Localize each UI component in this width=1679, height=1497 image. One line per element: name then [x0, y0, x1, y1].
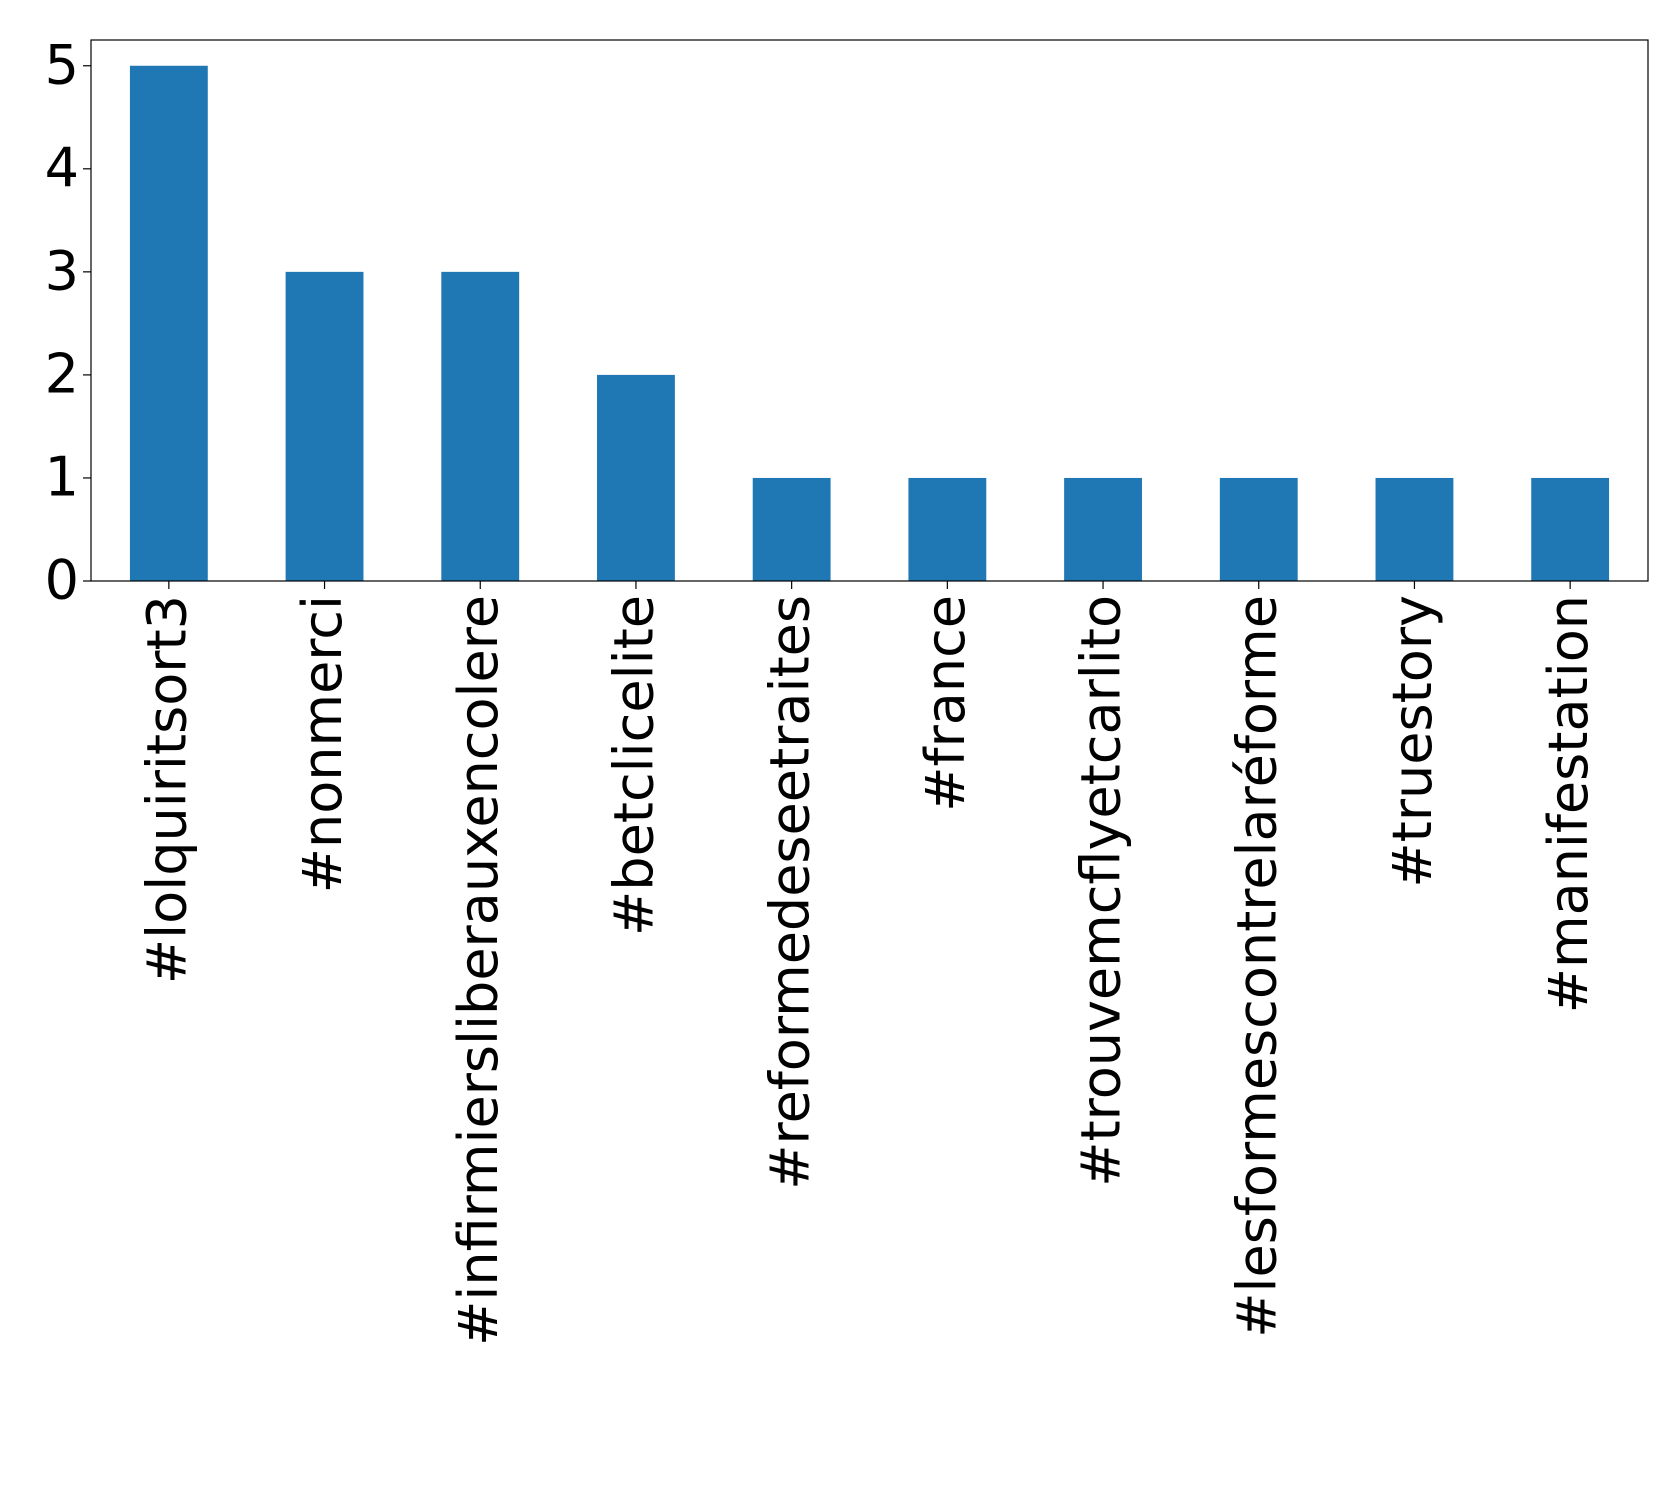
bar	[1531, 477, 1610, 581]
bar	[1064, 477, 1142, 581]
bar	[597, 374, 675, 581]
x-tick-label: #lolquiritsort3	[135, 595, 198, 984]
bar	[1219, 477, 1298, 581]
bar	[752, 477, 831, 581]
x-tick-label: #betclicelite	[603, 595, 666, 936]
x-tick-label: #lesformescontrelaréforme	[1225, 595, 1288, 1338]
x-tick-label: #nonmerci	[291, 595, 354, 893]
y-tick-label: 1	[45, 446, 79, 509]
y-tick-label: 4	[45, 136, 79, 199]
x-tick-label: #truestory	[1381, 595, 1444, 888]
bar	[285, 271, 364, 581]
y-tick-label: 5	[45, 33, 79, 96]
x-tick-label: #manifestation	[1537, 595, 1600, 1013]
x-tick-label: #infirmiersliberauxencolere	[447, 595, 510, 1346]
bar	[908, 477, 987, 581]
bar	[1375, 477, 1454, 581]
x-tick-label: #france	[914, 595, 977, 812]
y-tick-label: 3	[45, 239, 79, 302]
bar	[441, 271, 520, 581]
y-tick-label: 0	[45, 549, 79, 612]
y-tick-label: 2	[45, 343, 79, 406]
plot-frame	[90, 39, 1649, 582]
bar	[129, 65, 208, 581]
x-tick-label: #trouvemcflyetcarlito	[1070, 595, 1133, 1187]
x-tick-label: #reformedeseetraites	[758, 595, 821, 1190]
